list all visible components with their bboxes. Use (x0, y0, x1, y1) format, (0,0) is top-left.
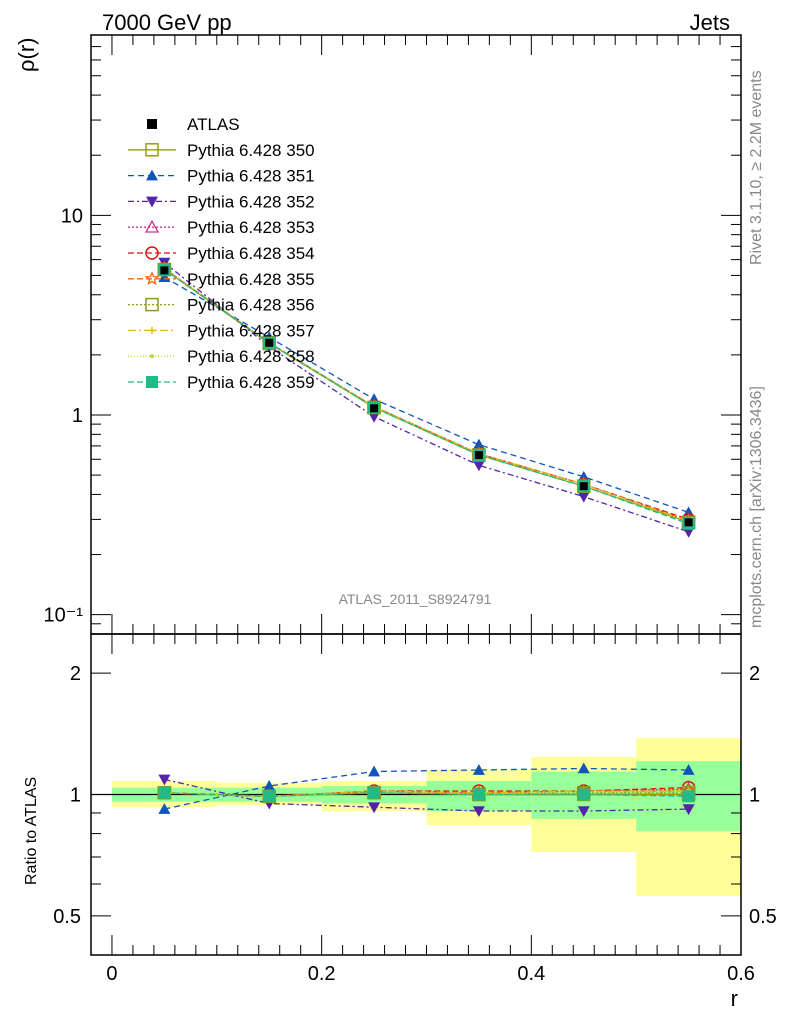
legend-marker-10 (146, 376, 158, 388)
series-marker-1-4 (577, 762, 590, 774)
series-line-6 (164, 792, 689, 797)
uncertainty-bands (111, 738, 741, 897)
ratio-panel-series (157, 762, 696, 818)
ratio-y-tick-label: 2 (70, 663, 81, 685)
legend: ATLAS Pythia 6.428 350 Pythia 6.428 351 Pyt… (128, 115, 315, 392)
legend-label-8: Pythia 6.428 357 (187, 321, 315, 340)
legend-label-4: Pythia 6.428 353 (187, 218, 315, 237)
main-y-axis-label: ρ(r) (14, 38, 39, 73)
series-marker-2-0 (158, 774, 171, 786)
legend-label-2: Pythia 6.428 351 (187, 167, 315, 186)
series-marker-1-2 (368, 765, 381, 777)
legend-marker-1 (145, 143, 159, 157)
ratio-y-tick-label-right: 1 (749, 785, 760, 807)
series-marker-9-1 (263, 790, 276, 803)
series-marker-1-3 (472, 764, 485, 775)
series-marker-1-5 (682, 764, 695, 775)
series-marker-9-0 (158, 786, 171, 799)
atlas-data-point-2 (370, 404, 379, 413)
x-tick-label: 0.6 (727, 963, 755, 985)
series-marker-9-2 (368, 786, 381, 799)
series-marker-9-3 (472, 788, 485, 801)
series-marker-2-5 (682, 804, 695, 816)
legend-label-5: Pythia 6.428 354 (187, 244, 315, 263)
series-line-9 (164, 792, 689, 797)
main-y-tick-label: 1 (72, 405, 83, 427)
legend-marker-7 (145, 297, 159, 312)
legend-marker-0 (147, 119, 157, 129)
series-marker-9-5 (682, 790, 695, 803)
x-axis-label: r (731, 986, 738, 1011)
legend-label-3: Pythia 6.428 352 (187, 192, 315, 211)
legend-marker-8 (148, 326, 156, 334)
series-marker-2-3 (472, 438, 485, 450)
main-y-tick-label: 10 (61, 205, 83, 227)
ratio-y-axis-label: Ratio to ATLAS (23, 777, 40, 885)
legend-marker-3 (146, 196, 158, 208)
series-marker-1-0 (158, 803, 171, 814)
legend-marker-6 (144, 271, 160, 286)
atlas-data-point-5 (684, 518, 693, 527)
ratio-y-tick-label: 0.5 (53, 906, 81, 928)
series-marker-2-4 (577, 806, 590, 818)
rivet-version-label: Rivet 3.1.10, ≥ 2.2M events (748, 70, 765, 265)
legend-marker-5 (145, 246, 159, 260)
header-left: 7000 GeV pp (102, 10, 232, 35)
legend-label-6: Pythia 6.428 355 (187, 270, 315, 289)
series-line-10 (164, 269, 689, 525)
series-marker-3-2 (368, 411, 381, 423)
legend-marker-4 (144, 219, 160, 233)
analysis-watermark: ATLAS_2011_S8924791 (339, 591, 492, 607)
x-tick-label: 0.4 (517, 963, 545, 985)
series-line-8 (164, 792, 689, 797)
series-line-2 (164, 276, 689, 514)
ratio-y-tick-label-right: 2 (749, 663, 760, 685)
legend-label-9: Pythia 6.428 358 (187, 347, 315, 366)
series-line-8 (164, 268, 689, 522)
series-marker-3-4 (577, 491, 590, 503)
legend-label-1: Pythia 6.428 350 (187, 141, 315, 160)
mcplots-credit-label: mcplots.cern.ch [arXiv:1306.3436] (748, 386, 765, 628)
atlas-data-point-0 (160, 266, 169, 275)
atlas-data-point-3 (474, 451, 483, 460)
legend-label-7: Pythia 6.428 356 (187, 296, 315, 315)
main-panel-series (157, 257, 696, 538)
legend-marker-9 (150, 354, 154, 359)
series-line-2 (164, 778, 689, 812)
legend-marker-2 (146, 169, 158, 181)
header-right: Jets (690, 10, 730, 35)
series-marker-2-3 (472, 806, 485, 818)
series-marker-1-1 (263, 779, 276, 791)
ratio-y-tick-label: 1 (70, 785, 81, 807)
ratio-y-tick-label-right: 0.5 (749, 906, 777, 928)
main-y-tick-label: 10⁻¹ (44, 605, 84, 627)
series-line-1 (164, 767, 689, 810)
x-tick-label: 0.2 (308, 963, 336, 985)
x-tick-label: 0 (106, 963, 117, 985)
series-marker-9-4 (577, 788, 590, 801)
series-marker-2-2 (368, 802, 381, 814)
series-marker-3-3 (472, 460, 485, 472)
atlas-data-point-4 (579, 482, 588, 491)
atlas-data-point-1 (265, 338, 274, 347)
legend-label-10: Pythia 6.428 359 (187, 373, 315, 392)
legend-label-0: ATLAS (187, 115, 240, 134)
series-line-3 (163, 262, 689, 533)
